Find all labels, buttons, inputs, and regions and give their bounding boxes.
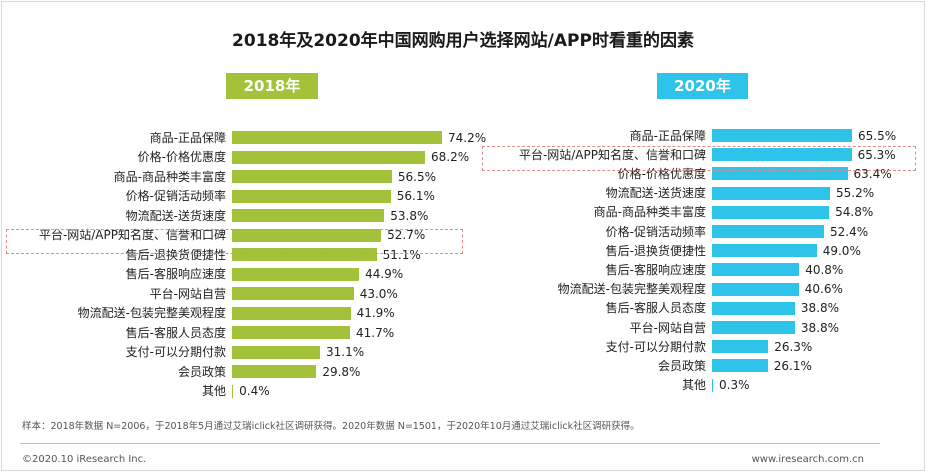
value-label-2018: 41.7%: [356, 325, 395, 340]
category-label-2020: 售后-客服人员态度: [605, 301, 706, 316]
category-label-2018: 会员政策: [177, 364, 226, 379]
category-label-2018: 平台-网站自营: [149, 286, 226, 301]
footer-divider: [20, 443, 880, 444]
bar-2018: [232, 326, 351, 339]
value-label-2020: 38.8%: [800, 301, 840, 316]
value-label-2018: 44.9%: [365, 267, 404, 281]
bar-2020: [712, 205, 830, 219]
bar-2020: [712, 282, 799, 296]
bar-2018: [232, 365, 317, 378]
category-label-2020: 支付-可以分期付款: [605, 339, 706, 354]
bar-2018: [232, 306, 351, 320]
value-label-2018: 68.2%: [431, 150, 470, 164]
bar-2018: [232, 209, 385, 222]
bar-2018: [232, 267, 360, 281]
highlight-box-2018: [6, 229, 463, 254]
value-label-2018: 51.1%: [382, 247, 421, 262]
bar-2020: [712, 263, 800, 277]
badge-2020: 2020年: [657, 73, 748, 99]
bar-2018: [232, 248, 377, 261]
value-label-2018: 74.2%: [448, 130, 487, 145]
value-label-2018: 53.8%: [390, 208, 429, 223]
highlight-box-2020: [482, 146, 916, 171]
badge-2018: 2018年: [226, 73, 318, 99]
category-label-2020: 平台-网站/APP知名度、信誉和口碑: [518, 147, 706, 162]
category-label-2018: 价格-促销活动频率: [125, 189, 226, 203]
value-label-2020: 65.3%: [857, 147, 896, 162]
bar-2020: [712, 244, 817, 258]
category-label-2018: 价格-价格优惠度: [137, 150, 226, 164]
category-label-2018: 售后-客服响应速度: [125, 267, 226, 281]
category-label-2018: 物流配送-包装完整美观程度: [77, 306, 226, 320]
category-label-2020: 商品-商品种类丰富度: [593, 205, 706, 220]
footer-copyright: ©2020.10 iResearch Inc.: [22, 454, 147, 465]
value-label-2020: 52.4%: [830, 224, 869, 239]
value-label-2020: 26.3%: [774, 339, 813, 354]
bar-2020: [712, 225, 824, 238]
category-label-2018: 售后-客服人员态度: [125, 325, 226, 340]
bar-2020: [712, 186, 830, 200]
bar-2018: [232, 131, 442, 144]
footer-website: www.iresearch.com.cn: [751, 454, 864, 465]
sample-note: 样本：2018年数据 N=2006，于2018年5月通过艾瑞iclick社区调研…: [22, 421, 640, 432]
category-label-2018: 商品-正品保障: [149, 130, 226, 145]
bar-2020: [712, 359, 768, 373]
value-label-2018: 43.0%: [359, 286, 398, 301]
bar-2018: [232, 170, 392, 183]
bar-2020: [712, 301, 795, 315]
bar-2018: [232, 287, 354, 300]
category-label-2020: 会员政策: [657, 358, 706, 373]
value-label-2018: 29.8%: [322, 364, 361, 379]
category-label-2020: 平台-网站自营: [629, 320, 706, 335]
bar-2020: [712, 378, 713, 392]
category-label-2020: 物流配送-包装完整美观程度: [557, 282, 706, 297]
category-label-2018: 平台-网站/APP知名度、信誉和口碑: [38, 228, 226, 242]
category-label-2018: 其他: [201, 384, 226, 398]
bar-2020: [712, 148, 852, 162]
bar-2020: [712, 321, 795, 334]
bar-2018: [232, 384, 234, 398]
value-label-2018: 56.1%: [396, 189, 435, 203]
category-label-2020: 物流配送-送货速度: [605, 186, 706, 201]
category-label-2020: 商品-正品保障: [629, 128, 706, 143]
value-label-2018: 56.5%: [397, 169, 437, 184]
bar-2018: [232, 150, 426, 164]
value-label-2020: 40.8%: [805, 262, 844, 277]
value-label-2020: 55.2%: [835, 186, 875, 201]
category-label-2018: 售后-退换货便捷性: [125, 247, 226, 262]
category-label-2018: 支付-可以分期付款: [125, 345, 226, 359]
value-label-2020: 0.3%: [719, 378, 750, 393]
value-label-2020: 40.6%: [804, 282, 843, 297]
category-label-2020: 价格-促销活动频率: [605, 224, 706, 239]
value-label-2020: 54.8%: [835, 205, 874, 220]
value-label-2018: 0.4%: [239, 384, 270, 398]
category-label-2018: 商品-商品种类丰富度: [113, 169, 226, 184]
value-label-2018: 31.1%: [326, 345, 365, 359]
value-label-2018: 41.9%: [356, 306, 395, 320]
bar-2020: [712, 340, 769, 354]
value-label-2020: 38.8%: [800, 320, 840, 335]
category-label-2020: 售后-客服响应速度: [605, 262, 706, 277]
category-label-2020: 其他: [681, 378, 706, 393]
value-label-2020: 26.1%: [773, 358, 812, 373]
value-label-2020: 49.0%: [822, 243, 861, 258]
bar-2018: [232, 189, 391, 203]
category-label-2018: 物流配送-送货速度: [125, 208, 226, 223]
value-label-2018: 52.7%: [387, 228, 426, 242]
bar-2020: [712, 129, 852, 142]
chart-title: 2018年及2020年中国网购用户选择网站/APP时看重的因素: [232, 31, 694, 51]
category-label-2020: 售后-退换货便捷性: [605, 243, 706, 258]
bar-2018: [232, 345, 321, 359]
bar-2018: [232, 228, 382, 242]
value-label-2020: 65.5%: [858, 128, 897, 143]
